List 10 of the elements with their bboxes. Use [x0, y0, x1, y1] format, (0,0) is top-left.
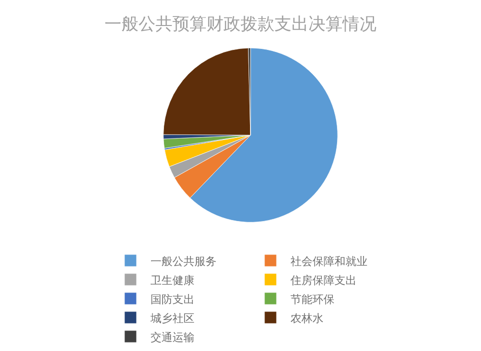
- legend-label: 节能环保: [290, 292, 334, 306]
- legend-label: 城乡社区: [150, 312, 194, 325]
- legend-label: 交通运输: [150, 330, 194, 344]
- legend-label: 农林水: [290, 312, 324, 325]
- legend-label: 一般公共服务: [150, 254, 216, 268]
- legend-label: 卫生健康: [150, 274, 194, 287]
- legend-label: 社会保障和就业: [290, 254, 368, 268]
- legend-label: 住房保障支出: [290, 274, 356, 287]
- legend-label: 国防支出: [150, 292, 194, 306]
- chart-title: 一般公共预算财政拨款支出决算情况: [104, 14, 376, 34]
